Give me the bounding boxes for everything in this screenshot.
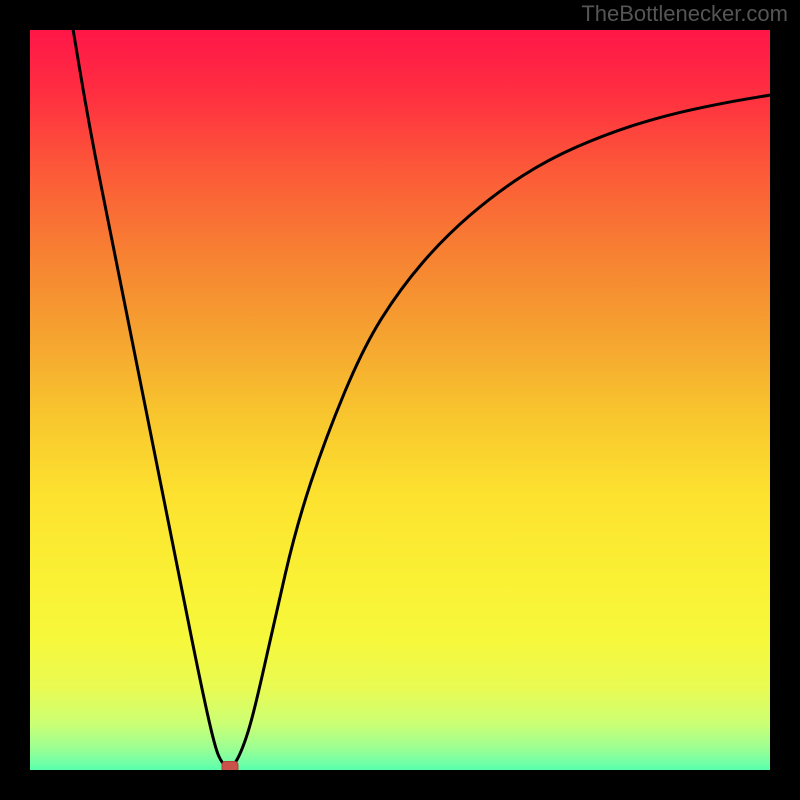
watermark-text: TheBottlenecker.com bbox=[581, 1, 788, 27]
minimum-marker bbox=[221, 761, 238, 773]
chart-root: TheBottlenecker.com bbox=[0, 0, 800, 800]
bottleneck-curve bbox=[0, 0, 800, 800]
curve-path bbox=[71, 15, 770, 766]
